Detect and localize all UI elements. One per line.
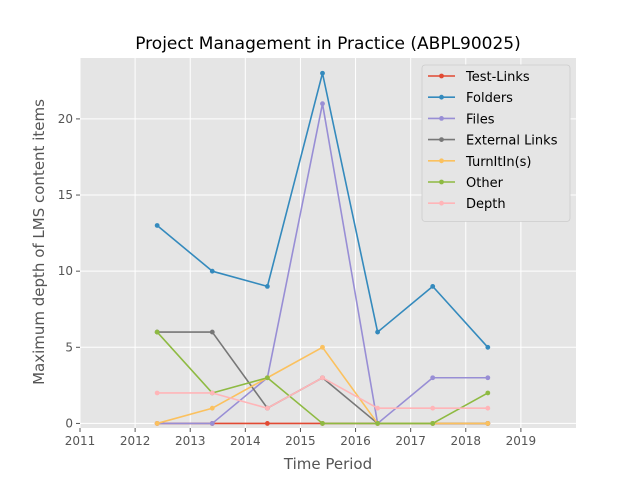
- data-point: [320, 70, 325, 76]
- data-point: [320, 101, 325, 107]
- data-point: [154, 390, 160, 396]
- data-point: [209, 405, 215, 411]
- legend-label: TurnItIn(s): [465, 155, 531, 170]
- data-point: [320, 375, 325, 381]
- x-tick-label: 2013: [175, 434, 206, 448]
- data-point: [430, 375, 436, 381]
- legend-swatch-marker: [439, 94, 444, 100]
- data-point: [264, 375, 270, 381]
- data-point: [375, 421, 380, 426]
- y-tick-label: 10: [58, 264, 73, 278]
- data-point: [264, 405, 270, 411]
- data-point: [430, 421, 436, 426]
- x-tick-label: 2017: [395, 434, 426, 448]
- legend-box: [421, 64, 571, 222]
- data-point: [154, 329, 160, 335]
- data-point: [375, 405, 380, 411]
- axis-ticks: 2011 2012 2013 2014 2015 2016 2017 2018 20190510…: [58, 112, 536, 448]
- legend-swatch-marker: [439, 158, 444, 164]
- grid: [79, 58, 576, 428]
- x-tick-label: 2012: [120, 434, 151, 448]
- legend-swatch-marker: [439, 137, 444, 143]
- x-tick-label: 2011: [65, 434, 96, 448]
- legend-swatch-marker: [439, 116, 444, 121]
- series-group: [154, 70, 491, 350]
- data-point: [485, 405, 491, 411]
- legend-label: Depth: [466, 197, 506, 212]
- legend-label: Other: [466, 176, 504, 191]
- legend-swatch-marker: [439, 179, 444, 185]
- x-axis-label: Time Period: [283, 455, 372, 473]
- legend-label: Folders: [466, 91, 513, 106]
- y-axis-label: Maximum depth of LMS content items: [30, 99, 48, 385]
- data-point: [485, 390, 491, 396]
- data-point: [209, 421, 215, 426]
- data-point: [430, 405, 436, 411]
- data-point: [209, 268, 215, 274]
- series-lines: [154, 70, 491, 426]
- legend-swatch-marker: [439, 73, 444, 79]
- y-tick-label: 20: [58, 112, 73, 126]
- data-point: [209, 329, 215, 335]
- legend-label: Test-Links: [465, 70, 530, 85]
- data-point: [375, 329, 380, 335]
- y-tick-label: 5: [65, 340, 73, 354]
- data-point: [264, 421, 270, 426]
- data-point: [154, 421, 160, 426]
- data-point: [430, 283, 436, 289]
- series-group: [154, 375, 491, 411]
- data-point: [485, 421, 491, 426]
- y-tick-label: 0: [65, 416, 73, 430]
- legend: Test-Links Folders Files External Links Turn…: [421, 64, 571, 222]
- data-point: [320, 344, 325, 350]
- chart-title: Project Management in Practice (ABPL9002…: [135, 34, 521, 54]
- x-tick-label: 2014: [230, 434, 261, 448]
- data-point: [209, 390, 215, 396]
- data-point: [264, 283, 270, 289]
- data-point: [154, 223, 160, 228]
- legend-swatch-marker: [439, 200, 444, 206]
- y-tick-label: 15: [58, 188, 73, 202]
- legend-label: Files: [466, 112, 495, 127]
- data-point: [320, 421, 325, 426]
- x-tick-label: 2018: [451, 434, 482, 448]
- x-tick-label: 2015: [285, 434, 316, 448]
- data-point: [485, 344, 491, 350]
- data-point: [485, 375, 491, 381]
- x-tick-label: 2016: [340, 434, 371, 448]
- x-tick-label: 2019: [506, 434, 537, 448]
- legend-label: External Links: [466, 134, 558, 149]
